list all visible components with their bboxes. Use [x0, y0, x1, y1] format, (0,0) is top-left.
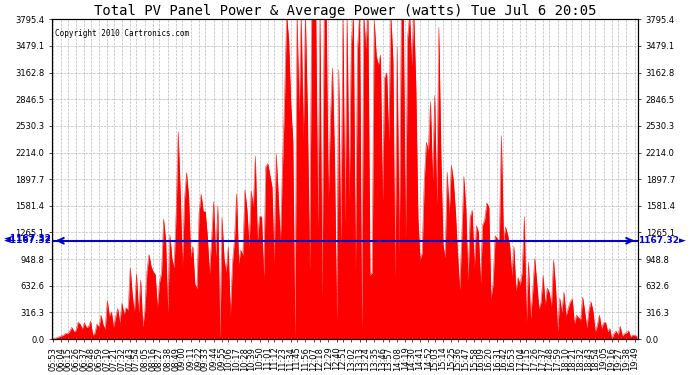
Text: 1167.32►: 1167.32► [638, 236, 686, 245]
Text: Copyright 2010 Cartronics.com: Copyright 2010 Cartronics.com [55, 29, 189, 38]
Title: Total PV Panel Power & Average Power (watts) Tue Jul 6 20:05: Total PV Panel Power & Average Power (wa… [94, 4, 596, 18]
Text: ◄1167.32: ◄1167.32 [4, 234, 52, 243]
Text: ◄1167.32: ◄1167.32 [4, 236, 52, 245]
